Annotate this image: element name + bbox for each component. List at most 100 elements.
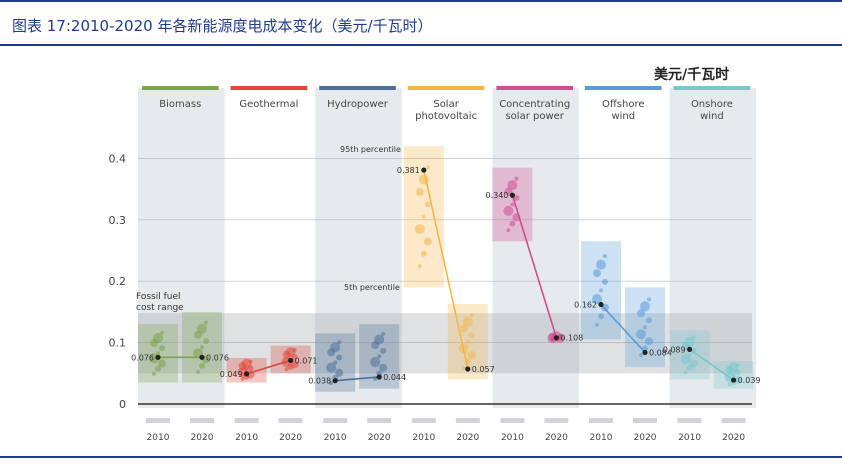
scatter-point [691,335,696,340]
scatter-point [381,331,386,336]
scatter-point [414,224,425,235]
year-marker [633,418,657,423]
data-label: 0.076 [131,353,154,362]
data-label: 0.108 [560,334,583,343]
scatter-point [598,313,604,320]
scatter-point [503,205,514,216]
scatter-point [336,354,343,361]
category-label: Solar [433,99,459,110]
year-marker [544,418,569,423]
scatter-point [152,371,156,376]
trend-line [689,348,735,381]
scatter-point [689,359,698,368]
x-tick-label: 2010 [235,433,258,443]
category-header-bar [407,86,485,90]
weighted-average-point [244,371,250,377]
year-marker [455,418,480,423]
category-label: photovoltaic [415,111,477,122]
scatter-point [379,363,388,372]
scatter-point [510,202,515,207]
weighted-average-point [376,374,382,380]
year-marker [500,418,525,423]
scatter-point [333,360,338,365]
unit-label: 美元/千瓦时 [654,67,730,83]
weighted-average-point [199,354,205,360]
scatter-point [469,313,474,318]
scatter-point [592,294,602,305]
scatter-point [514,176,519,181]
x-tick-label: 2020 [722,433,745,443]
y-tick-label: 0.3 [109,214,127,227]
scatter-point [377,354,382,359]
scatter-point [558,333,563,338]
scatter-point [158,359,166,368]
category-label: Concentrating [499,99,570,110]
data-label: 0.340 [485,191,508,200]
y-tick-label: 0.4 [109,152,127,165]
scatter-point [731,372,736,377]
scatter-point [240,376,245,381]
scatter-point [153,333,163,344]
scatter-point [599,288,603,293]
scatter-point [155,365,161,372]
scatter-point [326,362,337,373]
data-label: 0.044 [383,373,406,382]
data-label: 0.084 [649,348,672,357]
weighted-average-point [553,335,560,341]
scatter-point [335,368,344,377]
category-label: Offshore [602,99,644,110]
scatter-point [639,353,643,358]
trend-line [246,359,291,375]
scatter-point [417,264,422,269]
trend-line [511,195,558,338]
scatter-point [415,188,424,197]
scatter-point [468,332,475,339]
scatter-point [727,382,732,387]
scatter-point [602,278,608,285]
scatter-point [680,354,691,365]
category-label: Biomass [159,99,201,110]
scatter-point [374,334,385,345]
x-tick-label: 2010 [147,433,170,443]
scatter-point [640,301,650,312]
weighted-average-point [332,378,338,384]
weighted-average-point [465,366,471,372]
scatter-point [683,370,688,375]
fossil-fuel-label: Fossil fuel [136,292,181,302]
scatter-point [459,324,468,333]
scatter-point [595,322,599,327]
scatter-point [513,195,520,202]
percentile-95-label: 95th percentile [340,145,401,154]
scatter-point [421,214,426,219]
scatter-point [203,338,209,345]
scatter-point [687,352,692,357]
bottom-rule [0,456,842,458]
category-header-bar [319,86,396,90]
scatter-point [507,180,518,191]
scatter-point [636,329,646,340]
category-header-bar [585,86,662,90]
x-tick-label: 2010 [324,433,347,443]
year-marker [190,418,214,423]
scatter-point [370,357,381,368]
scatter-point [248,359,253,364]
scatter-point [465,339,470,344]
scatter-point [425,165,430,170]
category-label: wind [700,111,724,122]
scatter-point [424,201,431,208]
scatter-point [593,269,601,278]
x-tick-label: 2010 [501,433,524,443]
data-label: 0.057 [472,365,495,374]
data-label: 0.381 [397,166,420,175]
scatter-point [645,337,653,346]
scatter-point [337,340,342,345]
category-header-bar [142,86,219,90]
scatter-point [461,366,466,371]
percentile-5-label: 5th percentile [344,283,400,292]
scatter-point [380,347,387,354]
weighted-average-point [598,301,604,308]
x-tick-label: 2020 [368,433,391,443]
scatter-point [329,380,334,385]
trend-line [423,169,469,370]
scatter-point [684,336,695,347]
